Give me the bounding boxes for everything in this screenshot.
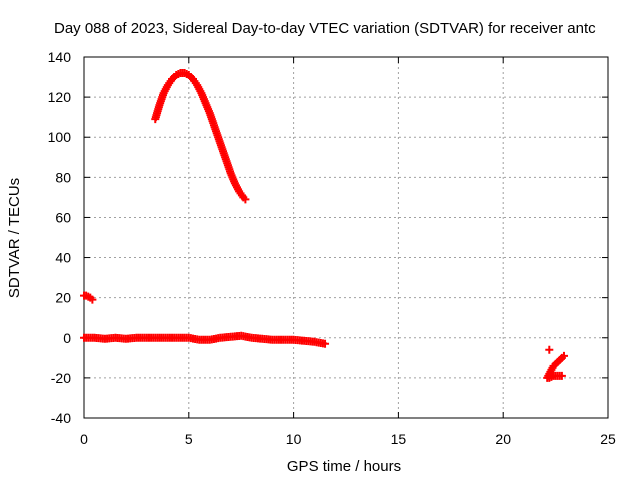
y-axis-label: SDTVAR / TECUs: [6, 178, 23, 298]
y-tick-label: 100: [48, 129, 72, 145]
series-late-point: [545, 345, 554, 354]
x-tick-label: 25: [600, 431, 616, 447]
series-arc-start: [80, 291, 97, 304]
data-points: [80, 69, 568, 382]
y-tick-label: 20: [55, 290, 71, 306]
x-tick-labels: 0 5 10 15 20 25: [80, 431, 616, 447]
x-tick-label: 10: [286, 431, 302, 447]
series-arc-high: [151, 69, 250, 204]
y-tick-label: 40: [55, 250, 71, 266]
y-tick-labels: -40 -20 0 20 40 60 80 100 120 140: [48, 49, 72, 426]
y-tick-label: -40: [51, 410, 71, 426]
y-tick-label: -20: [51, 370, 71, 386]
plot-frame: [83, 56, 609, 419]
y-tick-label: 80: [55, 169, 71, 185]
data-point: [557, 371, 566, 380]
x-tick-label: 5: [185, 431, 193, 447]
x-tick-label: 20: [495, 431, 511, 447]
y-tick-label: 140: [48, 49, 72, 65]
data-point: [88, 295, 97, 304]
data-point: [559, 351, 568, 360]
series-late-arc-2: [545, 371, 566, 382]
y-tick-label: 60: [55, 209, 71, 225]
series-late-arc: [543, 351, 568, 382]
x-tick-label: 15: [391, 431, 407, 447]
data-point: [321, 339, 330, 348]
grid: [84, 57, 608, 418]
y-tick-label: 0: [63, 330, 71, 346]
data-point: [241, 195, 250, 204]
x-tick-label: 0: [80, 431, 88, 447]
y-tick-label: 120: [48, 89, 72, 105]
x-axis-label: GPS time / hours: [287, 458, 401, 475]
chart-title: Day 088 of 2023, Sidereal Day-to-day VTE…: [54, 20, 596, 37]
series-near-zero: [80, 331, 330, 348]
axis-ticks: [83, 56, 609, 419]
data-point: [545, 345, 554, 354]
